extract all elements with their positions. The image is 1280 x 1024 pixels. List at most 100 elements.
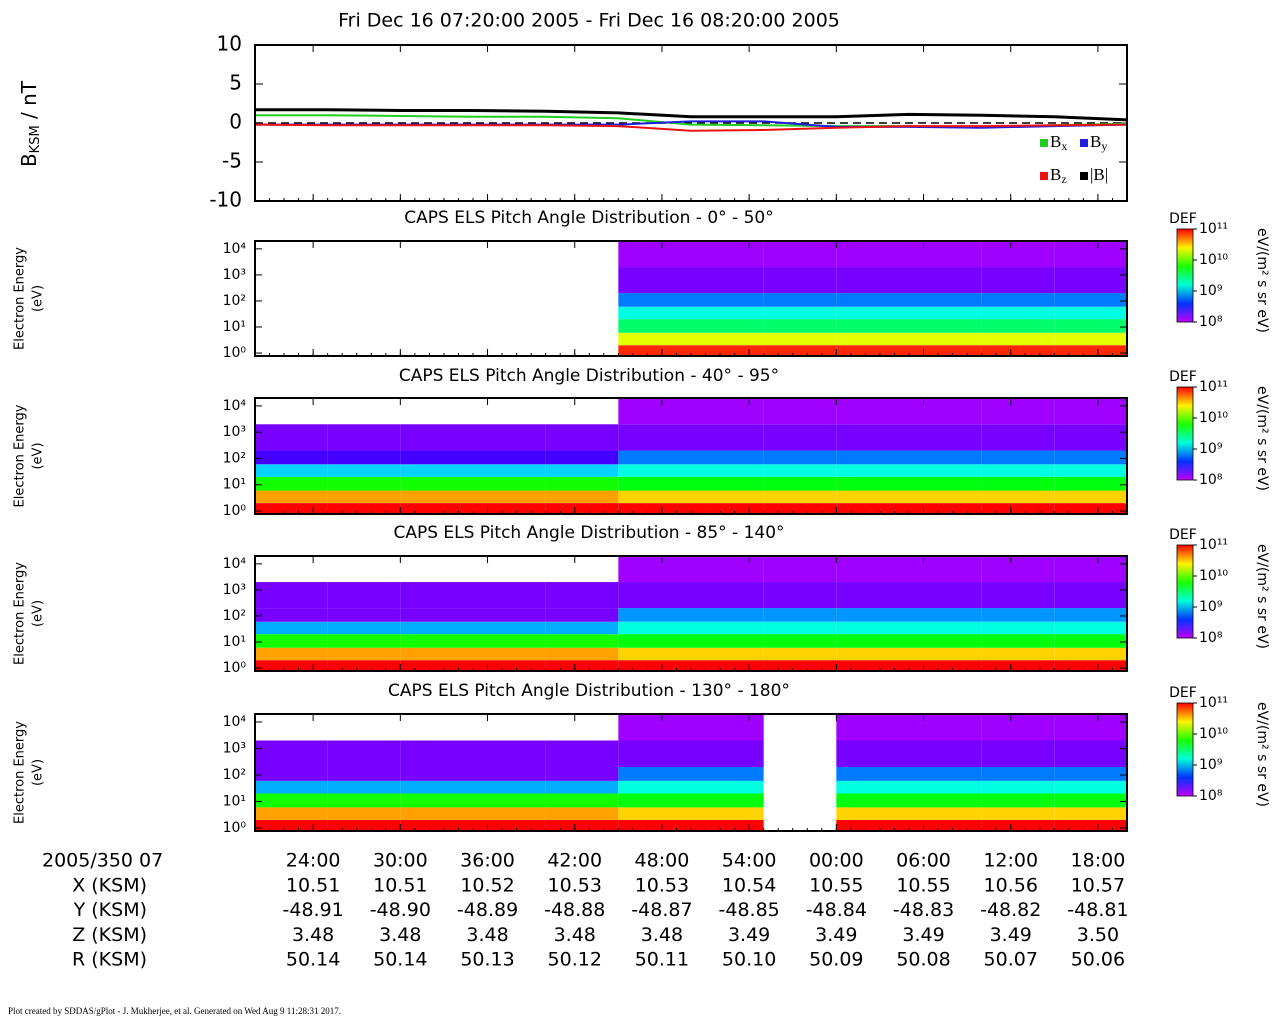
x-tick-label: 48:00	[635, 850, 690, 872]
spectrogram-cell	[618, 780, 691, 794]
spectrogram-cell	[618, 820, 691, 831]
spectrogram-cell	[400, 424, 473, 451]
spectrogram-cell	[545, 621, 619, 635]
spectrogram-cell	[327, 490, 401, 504]
ephemeris-value: 3.48	[292, 924, 334, 946]
spectrogram-cell	[1054, 582, 1127, 609]
ephemeris-value: 10.51	[286, 875, 340, 897]
spectrogram-cell	[691, 398, 764, 425]
spectrogram-cell	[545, 503, 619, 514]
colorbar-tick-label: 10¹¹	[1199, 379, 1228, 395]
colorbar-tick-label: 10¹⁰	[1199, 568, 1228, 584]
spectrogram-cell	[255, 450, 328, 465]
spectrogram-cell	[1054, 306, 1127, 320]
spectrogram-cell	[1054, 464, 1127, 477]
spectrogram-cell	[1054, 319, 1127, 333]
spectrogram-cell	[618, 345, 691, 356]
spectrogram-cell	[763, 267, 837, 294]
ephemeris-value: -48.90	[370, 899, 431, 921]
spectrogram-cell	[909, 608, 982, 622]
colorbar	[1176, 702, 1194, 797]
ephemeris-row-label: Z (KSM)	[72, 924, 147, 946]
colorbar-unit: eV/(m² s sr eV)	[1254, 544, 1270, 649]
spectrogram-cell	[473, 450, 546, 465]
spectrogram-cell	[618, 319, 691, 333]
spectrogram-cell	[400, 608, 473, 622]
spectrogram-cell	[1054, 634, 1127, 648]
spectrogram-cell	[618, 767, 691, 781]
spectrogram-cell	[691, 293, 764, 307]
legend-swatch	[1040, 172, 1048, 180]
spectrogram-cell	[836, 306, 909, 320]
spectrogram-cell	[255, 634, 328, 648]
spectrogram-cell	[981, 345, 1055, 356]
spectrogram-cell	[255, 464, 328, 477]
spectrogram-cell	[691, 820, 764, 831]
ephemeris-value: -48.88	[544, 899, 605, 921]
spectrogram-cell	[981, 464, 1055, 477]
spectrogram-cell	[618, 464, 691, 477]
ephemeris-value: 10.56	[984, 875, 1038, 897]
legend-label: Bz	[1050, 165, 1067, 186]
spectrogram-cell	[909, 306, 982, 320]
spectrogram-cell	[691, 660, 764, 671]
spectrogram-cell	[255, 647, 328, 661]
spectrogram-cell	[255, 740, 328, 768]
spectrogram-cell	[763, 608, 837, 622]
y-axis-label: Electron Energy	[13, 562, 28, 665]
ephemeris-value: 50.07	[984, 949, 1038, 971]
legend-label-sub: x	[1061, 139, 1067, 153]
ephemeris-value: 10.51	[373, 875, 427, 897]
ephemeris-value: 3.49	[990, 924, 1032, 946]
legend-swatch	[1080, 139, 1088, 147]
spectrogram-cell	[327, 820, 401, 831]
legend-label: By	[1090, 132, 1107, 153]
legend-label-main: B	[1050, 165, 1061, 184]
y-tick-label: 10	[217, 32, 242, 56]
spectrogram-cell	[545, 450, 619, 465]
spectrogram-cell	[473, 660, 546, 671]
colorbar-tick-label: 10⁸	[1199, 788, 1223, 804]
spectrogram-cell	[909, 319, 982, 333]
spectrogram-cell	[255, 582, 328, 609]
spectrogram-cell	[763, 424, 837, 451]
spectrogram-cell	[981, 267, 1055, 294]
spectrogram-cell	[909, 807, 982, 821]
ephemeris-value: 3.49	[902, 924, 944, 946]
ephemeris-row-label: R (KSM)	[72, 949, 147, 971]
spectrogram-cell	[400, 450, 473, 465]
y-axis-label: BKSM / nT	[17, 80, 43, 167]
x-tick-label: 12:00	[983, 850, 1038, 872]
spectrogram-cell	[545, 582, 619, 609]
spectrogram-cell	[545, 490, 619, 504]
spectrogram-cell	[981, 820, 1055, 831]
spectrogram-cell	[255, 793, 328, 808]
spectrogram-cell	[763, 503, 837, 514]
y-tick-label: 10³	[223, 424, 246, 440]
spectrogram-cell	[545, 780, 619, 794]
spectrogram-cell	[981, 621, 1055, 635]
spectrogram-cell	[981, 767, 1055, 781]
spectrogram-cell	[981, 556, 1055, 583]
spectrogram-cell	[981, 306, 1055, 320]
colorbar-label: DEF	[1169, 369, 1197, 385]
colorbar-tick-label: 10¹⁰	[1199, 726, 1228, 742]
spectrogram-cell	[545, 740, 619, 768]
spectrogram-cell	[763, 450, 837, 465]
spectrogram-cell	[1054, 740, 1127, 768]
spectrogram-cell	[909, 241, 982, 268]
ephemeris-value: 50.12	[548, 949, 602, 971]
spectrogram-cell	[400, 660, 473, 671]
spectrogram-cell	[909, 780, 982, 794]
y-tick-label: -5	[222, 149, 242, 173]
colorbar-label: DEF	[1169, 685, 1197, 701]
spectrogram-cell	[618, 608, 691, 622]
spectrogram-cell	[618, 241, 691, 268]
y-tick-label: 10¹	[223, 793, 246, 809]
y-tick-label: 5	[229, 71, 242, 95]
spectrogram-cell	[255, 476, 328, 491]
spectrogram-cell	[691, 241, 764, 268]
spectrogram-cell	[836, 490, 909, 504]
spectrogram-cell	[836, 267, 909, 294]
